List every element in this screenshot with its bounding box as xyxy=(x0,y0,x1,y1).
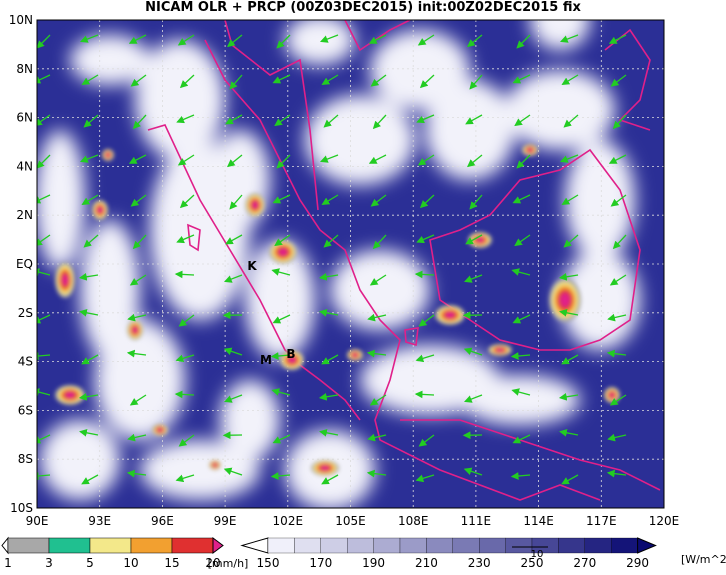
rain-cell xyxy=(65,392,75,398)
lon-label: 108E xyxy=(398,514,429,528)
colorbar-swatch xyxy=(8,538,49,553)
colorbar-swatch xyxy=(453,538,479,553)
lon-label: 99E xyxy=(214,514,237,528)
lat-label: 4S xyxy=(18,355,33,369)
colorbar-label: 290 xyxy=(626,556,649,570)
lon-label: 90E xyxy=(26,514,49,528)
lon-label: 120E xyxy=(649,514,680,528)
colorbar-swatch xyxy=(506,538,532,553)
lat-label: EQ xyxy=(16,257,33,271)
cloud xyxy=(330,250,430,330)
rain-cell xyxy=(279,248,288,256)
lat-label: 6S xyxy=(18,403,33,417)
colorbar-label: 3 xyxy=(45,556,53,570)
colorbar-swatch xyxy=(611,538,637,553)
cloud xyxy=(460,375,580,425)
colorbar-label: 5 xyxy=(86,556,94,570)
lon-label: 105E xyxy=(335,514,366,528)
colorbar-swatch xyxy=(294,538,320,553)
cloud xyxy=(285,15,355,65)
title: NICAM OLR + PRCP (00Z03DEC2015) init:00Z… xyxy=(145,0,581,15)
rain-cell xyxy=(496,348,504,352)
rain-cell xyxy=(213,463,217,466)
colorbar-label: 150 xyxy=(257,556,280,570)
colorbar-label: 15 xyxy=(164,556,179,570)
cloud xyxy=(70,35,150,85)
lon-label: 93E xyxy=(88,514,111,528)
colorbar-swatch xyxy=(558,538,584,553)
cloud xyxy=(220,380,280,460)
colorbar-label: 10 xyxy=(123,556,138,570)
rain-cell xyxy=(445,312,455,318)
map-area xyxy=(32,0,664,510)
rain-cell xyxy=(97,207,102,213)
rain-cell xyxy=(527,148,532,152)
colorbar-label: 170 xyxy=(309,556,332,570)
colorbar-swatch xyxy=(374,538,400,553)
colorbar-end xyxy=(213,538,223,553)
cloud xyxy=(305,95,415,185)
colorbar-end xyxy=(242,538,268,553)
colorbar-swatch xyxy=(400,538,426,553)
cloud xyxy=(35,130,85,270)
cloud xyxy=(95,320,185,440)
lat-label: 6N xyxy=(16,111,33,125)
lon-label: 117E xyxy=(586,514,617,528)
rain-cell xyxy=(252,201,258,209)
rain-cell xyxy=(352,353,357,357)
cloud xyxy=(40,420,120,500)
colorbar-swatch xyxy=(172,538,213,553)
place-label: M xyxy=(260,353,272,367)
rain-cell xyxy=(132,327,137,333)
colorbar-unit: [mm/h] xyxy=(208,557,249,570)
rain-cell xyxy=(106,153,110,157)
colorbar-swatch xyxy=(321,538,347,553)
colorbar-label: 190 xyxy=(362,556,385,570)
rain-cell xyxy=(609,392,614,397)
rain-cell xyxy=(157,428,162,432)
cloud xyxy=(505,70,615,150)
lat-label: 8S xyxy=(18,452,33,466)
rain-cell xyxy=(560,293,570,307)
colorbar-swatch xyxy=(90,538,131,553)
lat-label: 8N xyxy=(16,62,33,76)
colorbar-label: 1 xyxy=(4,556,12,570)
lat-label: 2N xyxy=(16,208,33,222)
place-label: B xyxy=(286,347,295,361)
lat-label: 10N xyxy=(9,13,33,27)
lat-label: 10S xyxy=(10,501,33,515)
colorbar-swatch xyxy=(479,538,505,553)
colorbar-swatch xyxy=(347,538,373,553)
colorbar-swatch xyxy=(268,538,294,553)
colorbar-end xyxy=(638,538,656,553)
colorbar-swatch xyxy=(49,538,90,553)
colorbar-swatch xyxy=(585,538,611,553)
lat-label: 4N xyxy=(16,159,33,173)
colorbar-swatch xyxy=(131,538,172,553)
cloud xyxy=(135,40,225,160)
colorbar-label: 270 xyxy=(573,556,596,570)
lat-label: 2S xyxy=(18,306,33,320)
lon-label: 96E xyxy=(151,514,174,528)
colorbar-unit: [W/m^2] xyxy=(681,553,726,566)
place-label: K xyxy=(247,259,257,273)
cloud xyxy=(565,140,635,260)
rain-cell xyxy=(62,274,68,286)
colorbar-label: 210 xyxy=(415,556,438,570)
vector-ref-label: 10 xyxy=(531,549,544,560)
rain-cell xyxy=(321,465,330,470)
colorbar-end xyxy=(2,538,8,553)
colorbar-swatch xyxy=(426,538,452,553)
colorbar-label: 230 xyxy=(468,556,491,570)
lon-label: 111E xyxy=(461,514,492,528)
lon-label: 102E xyxy=(273,514,304,528)
lon-label: 114E xyxy=(523,514,554,528)
